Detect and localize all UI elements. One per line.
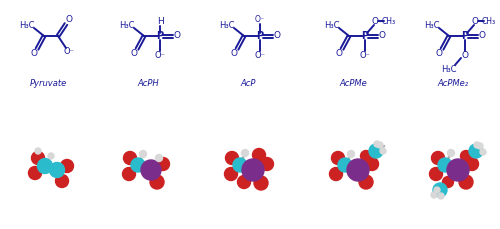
Circle shape (448, 150, 454, 156)
Text: O: O (66, 16, 72, 25)
Text: O⁻: O⁻ (254, 51, 266, 60)
Circle shape (150, 175, 164, 189)
Text: CH₃: CH₃ (382, 16, 396, 25)
Circle shape (338, 158, 352, 172)
Text: AcP: AcP (240, 79, 256, 88)
Text: O: O (274, 32, 280, 41)
Text: O: O (174, 32, 180, 41)
Text: H₃C: H₃C (442, 65, 457, 74)
Circle shape (141, 160, 161, 180)
Circle shape (238, 175, 250, 188)
Circle shape (347, 159, 369, 181)
Circle shape (233, 158, 247, 172)
Circle shape (477, 143, 483, 149)
Circle shape (432, 152, 444, 164)
Text: H₃C: H₃C (324, 21, 340, 30)
Text: AcPH: AcPH (137, 79, 159, 88)
Circle shape (56, 174, 68, 188)
Circle shape (332, 152, 344, 164)
Circle shape (156, 158, 170, 171)
Circle shape (469, 144, 483, 158)
Circle shape (38, 158, 52, 174)
Circle shape (360, 150, 372, 161)
Text: H₃C: H₃C (120, 21, 135, 30)
Text: H₃C: H₃C (219, 21, 235, 30)
Text: O: O (372, 16, 378, 25)
Circle shape (359, 175, 373, 189)
Circle shape (254, 176, 268, 190)
Circle shape (252, 148, 266, 161)
Circle shape (442, 177, 454, 188)
Text: O⁻: O⁻ (154, 51, 166, 60)
Circle shape (131, 158, 145, 172)
Circle shape (35, 148, 41, 154)
Circle shape (431, 192, 437, 198)
Circle shape (224, 167, 237, 180)
Text: O: O (30, 49, 38, 58)
Text: O: O (378, 32, 386, 41)
Text: Pyruvate: Pyruvate (30, 79, 66, 88)
Text: CH₃: CH₃ (482, 16, 496, 25)
Text: H: H (156, 17, 164, 27)
Text: AcPMe: AcPMe (339, 79, 367, 88)
Circle shape (434, 187, 440, 193)
Text: P: P (462, 31, 468, 41)
Circle shape (366, 158, 378, 171)
Circle shape (60, 160, 74, 172)
Circle shape (377, 142, 383, 148)
Text: O⁻: O⁻ (360, 51, 370, 60)
Circle shape (433, 183, 447, 197)
Text: P: P (156, 31, 164, 41)
Text: H₃C: H₃C (19, 21, 35, 30)
Circle shape (447, 159, 469, 181)
Text: O: O (436, 49, 442, 58)
Text: O: O (230, 49, 237, 58)
Circle shape (260, 158, 274, 171)
Circle shape (460, 150, 471, 161)
Circle shape (438, 158, 452, 172)
Circle shape (369, 144, 383, 158)
Circle shape (480, 149, 486, 155)
Text: AcPMe₂: AcPMe₂ (438, 79, 468, 88)
Circle shape (122, 167, 136, 180)
Text: O⁻: O⁻ (64, 47, 74, 57)
Circle shape (28, 166, 42, 180)
Circle shape (140, 150, 146, 158)
Circle shape (124, 152, 136, 164)
Circle shape (474, 142, 480, 148)
Text: O: O (462, 51, 468, 60)
Circle shape (226, 152, 238, 164)
Text: P: P (256, 31, 264, 41)
Circle shape (48, 153, 54, 159)
Circle shape (242, 150, 248, 156)
Text: O: O (472, 16, 478, 25)
Circle shape (374, 141, 380, 147)
Circle shape (380, 148, 386, 154)
Text: O: O (478, 32, 486, 41)
Text: O: O (336, 49, 342, 58)
Circle shape (459, 175, 473, 189)
Circle shape (330, 167, 342, 180)
Circle shape (156, 155, 162, 161)
Circle shape (430, 167, 442, 180)
Text: P: P (362, 31, 368, 41)
Circle shape (50, 163, 64, 177)
Circle shape (466, 158, 478, 171)
Text: O⁻: O⁻ (255, 16, 265, 25)
Circle shape (32, 152, 44, 164)
Circle shape (242, 159, 264, 181)
Circle shape (438, 193, 444, 199)
Text: O: O (130, 49, 138, 58)
Text: H₃C: H₃C (424, 21, 440, 30)
Circle shape (348, 150, 354, 158)
